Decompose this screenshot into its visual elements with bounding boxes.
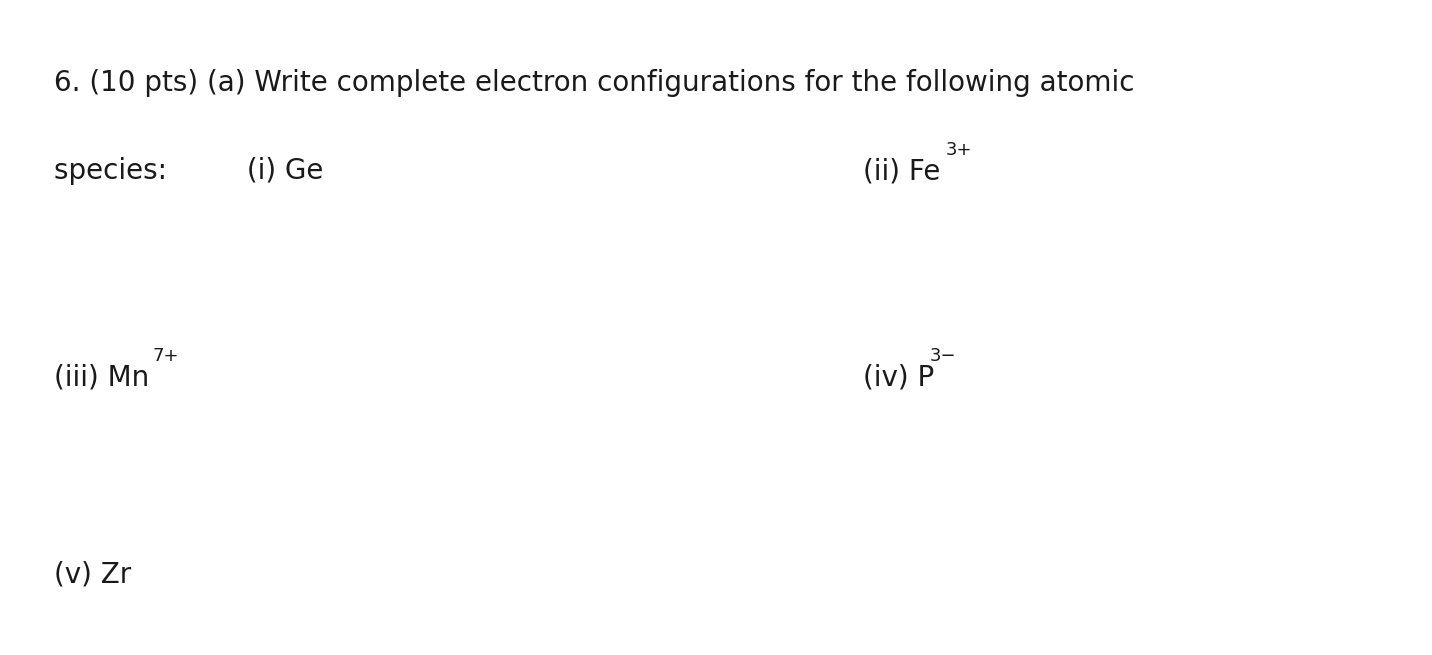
Text: (iii) Mn: (iii) Mn: [54, 364, 150, 392]
Text: 3+: 3+: [945, 141, 972, 159]
Text: 7+: 7+: [153, 347, 179, 365]
Text: 6. (10 pts) (a) Write complete electron configurations for the following atomic: 6. (10 pts) (a) Write complete electron …: [54, 69, 1136, 97]
Text: 3−: 3−: [929, 347, 957, 365]
Text: species:         (i) Ge: species: (i) Ge: [54, 157, 324, 185]
Text: (iv) P: (iv) P: [863, 364, 935, 392]
Text: (ii) Fe: (ii) Fe: [863, 157, 941, 185]
Text: (v) Zr: (v) Zr: [54, 560, 132, 588]
